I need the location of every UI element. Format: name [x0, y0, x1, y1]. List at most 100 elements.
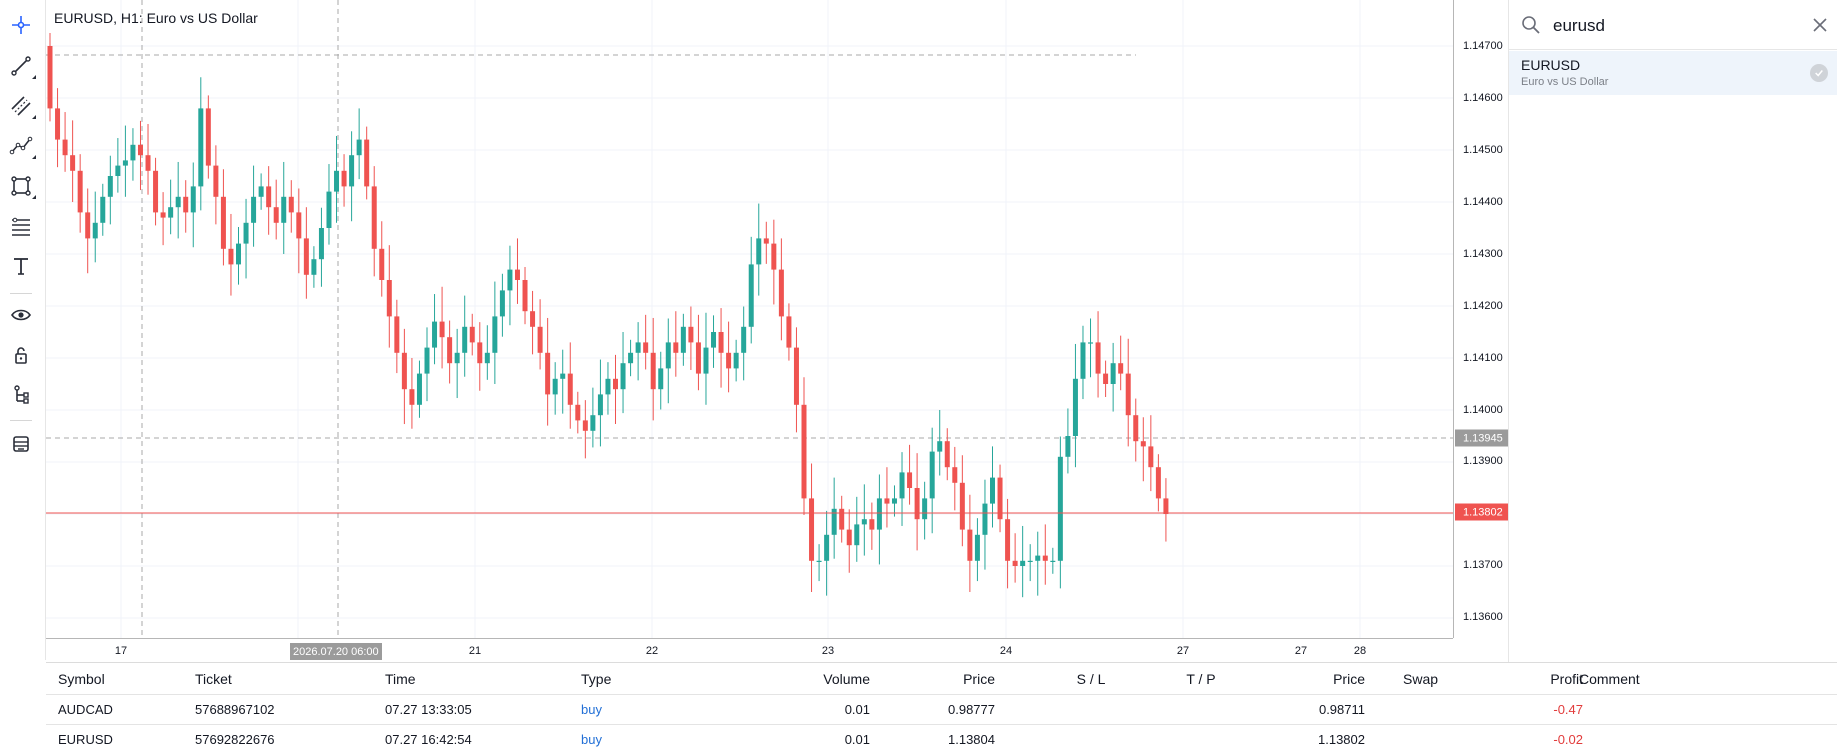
col-time[interactable]: Time — [385, 670, 416, 687]
candle-body — [560, 373, 566, 379]
col-volume[interactable]: Volume — [823, 670, 870, 687]
candle-body — [854, 524, 860, 546]
cell-tp[interactable] — [1156, 725, 1246, 752]
candle-body — [281, 196, 287, 223]
candle-body — [1020, 560, 1026, 566]
candle-body — [680, 326, 686, 353]
price-tick: 1.14300 — [1463, 248, 1503, 260]
cell-volume: 0.01 — [844, 732, 870, 747]
col-comment[interactable]: Comment — [1579, 670, 1640, 687]
col-tp[interactable]: T / P — [1186, 670, 1216, 687]
candle-body — [439, 321, 445, 338]
close-icon[interactable] — [1812, 17, 1828, 33]
table-row[interactable]: EURUSD 57692822676 07.27 16:42:54 buy 0.… — [46, 725, 1837, 752]
candle-body — [183, 196, 189, 213]
candle-body — [243, 222, 249, 244]
cell-sl[interactable] — [1046, 725, 1136, 752]
candle-body — [884, 498, 890, 504]
candle-body — [507, 269, 513, 291]
candle-body — [266, 186, 272, 208]
cell-ticket: 57692822676 — [195, 732, 275, 747]
candle-body — [175, 196, 181, 208]
col-symbol[interactable]: Symbol — [58, 670, 105, 687]
positions-table: Symbol Ticket Time Type Volume Price S /… — [46, 662, 1837, 752]
crosshair-tool-button[interactable] — [6, 10, 36, 40]
symbol-search-input[interactable] — [1553, 12, 1793, 40]
tool-expand-icon — [32, 195, 36, 199]
col-swap[interactable]: Swap — [1403, 670, 1439, 687]
candle-body — [673, 342, 679, 353]
candle-body — [258, 186, 264, 197]
table-row[interactable]: AUDCAD 57688967102 07.27 13:33:05 buy 0.… — [46, 695, 1837, 725]
lock-icon — [15, 347, 27, 364]
polyline-icon — [9, 136, 33, 155]
text-icon — [14, 258, 28, 275]
col-profit[interactable]: Profit — [1550, 670, 1583, 687]
candle-body — [982, 503, 988, 535]
candle-body — [303, 238, 309, 275]
time-tick: 21 — [468, 645, 482, 657]
price-axis[interactable]: 1.14700 1.14600 1.14500 1.14400 1.14300 … — [1453, 0, 1509, 638]
candle-body — [1057, 456, 1063, 561]
price-tick: 1.14500 — [1463, 144, 1503, 156]
candle-body — [409, 389, 415, 405]
cell-tp[interactable] — [1156, 695, 1246, 724]
candle-body — [1155, 467, 1161, 499]
chart-title: EURUSD, H1: Euro vs US Dollar — [54, 10, 258, 26]
candle-body — [447, 337, 453, 364]
col-price[interactable]: Price — [963, 670, 995, 687]
time-axis[interactable]: 17 21 22 23 24 27 27 28 2026.07.20 06:00 — [46, 638, 1453, 662]
candle-body — [477, 342, 483, 364]
candle-body — [213, 165, 219, 197]
col-type[interactable]: Type — [581, 670, 612, 687]
col-ticket[interactable]: Ticket — [195, 670, 232, 687]
hide-drawings-button[interactable] — [6, 300, 36, 330]
candle-body — [974, 534, 980, 561]
price-tick: 1.13900 — [1463, 455, 1503, 467]
result-description: Euro vs US Dollar — [1521, 76, 1609, 88]
text-tool-button[interactable] — [6, 251, 36, 281]
candle-body — [522, 280, 528, 312]
candlestick-chart[interactable] — [46, 0, 1453, 638]
candle-body — [899, 472, 905, 499]
table-header: Symbol Ticket Time Type Volume Price S /… — [46, 663, 1837, 695]
candle-body — [401, 352, 407, 390]
candle-body — [107, 176, 113, 197]
symbol-search-panel: EURUSD Euro vs US Dollar — [1508, 0, 1837, 662]
object-tree-icon — [14, 385, 29, 404]
parallel-channel-tool-button[interactable] — [6, 91, 36, 121]
candle-body — [718, 332, 724, 353]
lock-drawings-button[interactable] — [6, 340, 36, 370]
cell-symbol: AUDCAD — [58, 702, 113, 717]
cell-sl[interactable] — [1046, 695, 1136, 724]
polyline-tool-button[interactable] — [6, 131, 36, 161]
rectangle-tool-button[interactable] — [6, 171, 36, 201]
price-tick: 1.14700 — [1463, 40, 1503, 52]
col-current-price[interactable]: Price — [1333, 670, 1365, 687]
candle-body — [1110, 363, 1116, 384]
candle-body — [703, 347, 709, 374]
trend-line-tool-button[interactable] — [6, 51, 36, 81]
candle-body — [228, 248, 234, 265]
layers-button[interactable] — [6, 429, 36, 459]
candle-body — [190, 186, 196, 213]
candle-body — [809, 498, 815, 561]
candle-body — [251, 196, 257, 223]
candle-body — [311, 259, 317, 275]
candle-body — [967, 529, 973, 561]
search-result-item[interactable]: EURUSD Euro vs US Dollar — [1509, 51, 1837, 95]
candle-body — [371, 186, 377, 249]
fibonacci-tool-button[interactable] — [6, 211, 36, 241]
candle-body — [288, 196, 294, 213]
col-sl[interactable]: S / L — [1076, 670, 1106, 687]
price-tick: 1.13700 — [1463, 559, 1503, 571]
time-tick: 24 — [999, 645, 1013, 657]
candle-body — [959, 482, 965, 530]
object-tree-button[interactable] — [6, 380, 36, 410]
candle-body — [620, 363, 626, 390]
candle-body — [1140, 441, 1146, 447]
time-tick: 27 — [1176, 645, 1190, 657]
candle-body — [92, 222, 98, 239]
price-chart[interactable] — [46, 0, 1453, 638]
candle-body — [990, 477, 995, 504]
